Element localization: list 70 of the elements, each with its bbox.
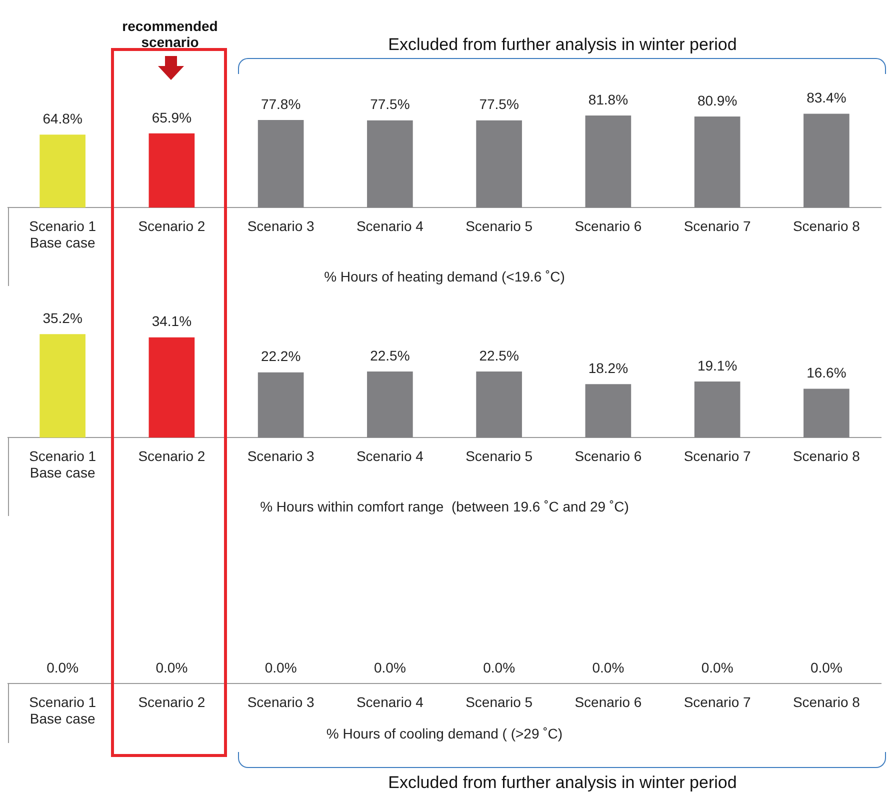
bar bbox=[694, 381, 740, 438]
bar bbox=[694, 116, 740, 208]
bar bbox=[804, 114, 850, 208]
x-tick-label: Scenario 3 bbox=[247, 218, 314, 234]
text: % Hours of cooling demand ( (>29 ˚C) bbox=[326, 725, 563, 742]
bar bbox=[40, 134, 86, 208]
data-label: 0.0% bbox=[483, 659, 516, 676]
data-label: 19.1% bbox=[697, 357, 738, 374]
bar bbox=[367, 120, 413, 208]
bar bbox=[40, 334, 86, 438]
data-label: 77.5% bbox=[370, 96, 410, 112]
x-tick-label: Scenario 6 bbox=[574, 448, 642, 464]
bar bbox=[148, 133, 195, 208]
data-label: 0.0% bbox=[264, 659, 297, 676]
data-label: 80.9% bbox=[697, 92, 738, 108]
category-label: Scenario 1 Base case bbox=[29, 694, 96, 727]
x-tick-label: Scenario 2 bbox=[138, 218, 206, 234]
data-label: 83.4% bbox=[806, 90, 846, 106]
data-label: 22.5% bbox=[479, 347, 519, 364]
bar bbox=[148, 337, 195, 438]
text: Excluded from further analysis in winter period bbox=[387, 773, 738, 793]
data-label: 22.5% bbox=[370, 347, 410, 364]
data-label: 0.0% bbox=[701, 659, 734, 676]
bar bbox=[476, 371, 522, 438]
data-label: 81.8% bbox=[588, 91, 628, 108]
data-label: 34.1% bbox=[152, 313, 192, 330]
category-label: Scenario 5 bbox=[466, 694, 533, 710]
x-tick-label: Scenario 6 bbox=[574, 218, 642, 234]
bar bbox=[258, 372, 304, 438]
x-axis-title: % Hours of heating demand (<19.6 ˚C) bbox=[324, 268, 565, 284]
x-tick-label: Scenario 3 bbox=[247, 448, 314, 464]
x-tick-label: Scenario 7 bbox=[684, 448, 751, 464]
x-tick-label: Scenario 4 bbox=[356, 448, 424, 464]
x-axis-title: % Hours within comfort range (between 19.6 ˚C and 29 ˚C) bbox=[260, 498, 629, 514]
category-label: Scenario 3 bbox=[247, 694, 314, 710]
x-tick-label: Scenario 2 bbox=[138, 448, 206, 464]
x-tick-label: Scenario 5 bbox=[466, 448, 533, 464]
x-tick-label: Scenario 5 bbox=[466, 218, 533, 234]
data-label: 0.0% bbox=[374, 659, 406, 676]
data-label: 65.9% bbox=[152, 109, 192, 126]
data-label: 64.8% bbox=[42, 110, 82, 126]
x-tick-label: Scenario 8 bbox=[792, 448, 860, 464]
data-label: 0.0% bbox=[156, 659, 188, 676]
data-label: 18.2% bbox=[588, 360, 628, 376]
x-tick-label: Scenario 8 bbox=[792, 218, 860, 234]
data-label: 0.0% bbox=[592, 659, 624, 676]
category-label: Scenario 7 bbox=[684, 694, 751, 710]
bar bbox=[804, 388, 850, 438]
data-label: 35.2% bbox=[42, 310, 82, 326]
data-label: 22.2% bbox=[260, 348, 301, 364]
x-tick-label: Scenario 4 bbox=[356, 218, 424, 234]
category-label: Scenario 2 bbox=[138, 694, 206, 710]
text: recommended scenario bbox=[121, 18, 219, 50]
data-label: 0.0% bbox=[810, 659, 842, 676]
x-tick-label: Scenario 1 Base case bbox=[29, 448, 96, 481]
text: Excluded from further analysis in winter period bbox=[387, 35, 738, 55]
bar bbox=[367, 371, 413, 438]
bar bbox=[585, 384, 632, 438]
bar bbox=[585, 115, 632, 208]
x-tick-label: Scenario 7 bbox=[684, 218, 751, 234]
category-label: Scenario 8 bbox=[792, 694, 860, 710]
category-label: Scenario 6 bbox=[574, 694, 642, 710]
data-label: 0.0% bbox=[46, 659, 79, 676]
data-label: 77.8% bbox=[260, 96, 301, 112]
bar bbox=[476, 120, 522, 208]
x-tick-label: Scenario 1 Base case bbox=[29, 218, 96, 251]
bar bbox=[258, 120, 304, 208]
data-label: 16.6% bbox=[806, 364, 846, 381]
category-label: Scenario 4 bbox=[356, 694, 424, 710]
data-label: 77.5% bbox=[479, 96, 519, 112]
